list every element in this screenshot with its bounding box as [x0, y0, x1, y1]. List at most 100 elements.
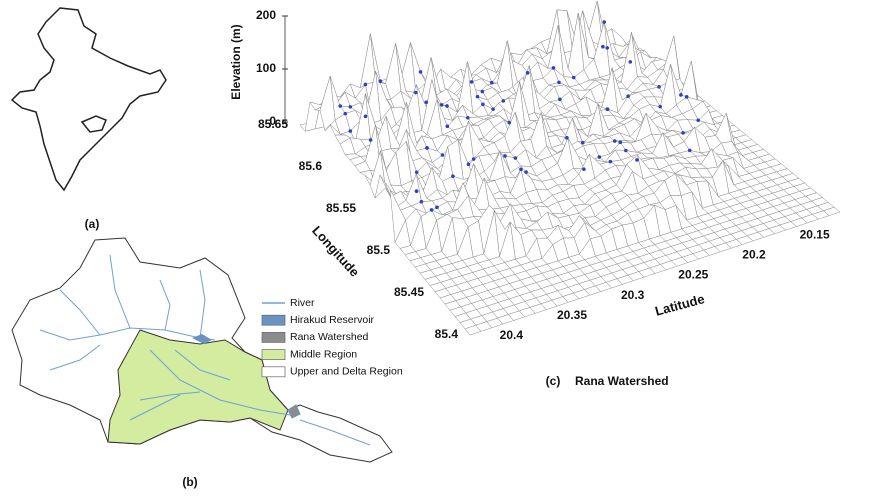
station-point — [571, 75, 576, 80]
axes: 0 100 200 85.65 85.6 85.55 85.5 85.45 85.4 20.4 20… — [256, 8, 830, 342]
station-point — [471, 157, 476, 161]
station-point — [466, 162, 471, 167]
legend-swatch — [261, 332, 286, 343]
legend-label: River — [290, 297, 315, 309]
station-point — [418, 70, 423, 74]
station-point — [582, 167, 586, 171]
station-point — [440, 153, 445, 157]
station-point — [378, 79, 383, 83]
station-point — [696, 118, 701, 123]
station-point — [413, 90, 418, 95]
station-point — [424, 100, 429, 105]
station-point — [368, 138, 373, 142]
z-axis-title: Elevation (m) — [229, 24, 243, 99]
station-point — [605, 107, 610, 112]
x-tick-label: 85.65 — [258, 117, 288, 131]
station-point — [507, 120, 512, 125]
x-axis-title: Longitude — [309, 223, 362, 280]
station-point — [565, 136, 569, 140]
rivers — [39, 254, 371, 446]
x-tick-label: 85.45 — [394, 285, 424, 299]
y-tick-label: 20.2 — [742, 247, 766, 261]
surface-cell — [359, 33, 376, 89]
z-tick-label: 200 — [256, 8, 276, 22]
station-point — [445, 104, 449, 108]
station-point — [635, 158, 639, 162]
panel-label: (b) — [182, 475, 197, 489]
panel-title: Rana Watershed — [575, 374, 669, 388]
station-point — [580, 140, 585, 145]
y-tick-label: 20.35 — [557, 308, 587, 322]
legend-swatch — [261, 314, 286, 326]
station-point — [551, 66, 556, 70]
station-point — [626, 94, 630, 98]
station-point — [451, 174, 455, 179]
station-point — [624, 148, 628, 153]
x-tick-label: 85.4 — [435, 327, 459, 341]
station-point — [558, 97, 562, 102]
station-point — [687, 148, 692, 153]
station-point — [491, 107, 495, 111]
x-tick-label: 85.6 — [299, 159, 323, 173]
middle-region — [107, 329, 289, 445]
y-tick-label: 20.15 — [800, 227, 830, 241]
station-point — [657, 85, 661, 89]
station-point — [513, 156, 518, 160]
station-point — [481, 102, 485, 107]
station-point — [618, 140, 623, 145]
y-tick-label: 20.4 — [500, 328, 524, 342]
legend-label: Middle Region — [290, 348, 357, 360]
station-point — [605, 46, 610, 50]
station-point — [414, 170, 419, 175]
y-tick-label: 20.25 — [678, 268, 708, 282]
basin-outline-small — [80, 115, 107, 133]
station-point — [525, 71, 530, 75]
station-point — [503, 154, 507, 158]
station-point — [338, 104, 343, 108]
legend: River Hirakud Reservoir Rana Watershed Midd… — [261, 297, 403, 378]
station-point — [612, 139, 617, 143]
station-point — [684, 95, 689, 99]
station-point — [679, 93, 683, 97]
z-tick-label: 0 — [269, 114, 276, 128]
station-point — [343, 111, 348, 116]
station-point — [524, 170, 528, 174]
station-point — [658, 104, 662, 109]
station-point — [439, 103, 444, 107]
station-point — [608, 159, 613, 164]
z-tick-label: 100 — [256, 61, 276, 75]
rana-watershed — [287, 404, 301, 419]
station-point — [414, 189, 419, 193]
station-point — [519, 167, 523, 172]
legend-label: Hirakud Reservoir — [290, 314, 375, 326]
legend-swatch — [261, 366, 286, 378]
station-point — [469, 80, 474, 84]
station-point — [628, 60, 633, 64]
station-point — [363, 82, 368, 87]
station-point — [348, 129, 353, 133]
station-point — [602, 20, 607, 24]
x-tick-label: 85.55 — [326, 201, 356, 215]
station-point — [557, 80, 561, 85]
y-axis-title: Latitude — [653, 291, 706, 319]
station-point — [348, 105, 353, 109]
station-point — [425, 146, 429, 150]
elevation-surface — [299, 1, 841, 336]
y-tick-label: 20.3 — [621, 288, 645, 302]
hirakud-reservoir — [192, 334, 212, 344]
station-point — [363, 114, 368, 119]
surface-cell — [464, 324, 482, 336]
station-point — [466, 115, 470, 120]
station-point — [597, 155, 602, 159]
station-point — [601, 44, 605, 49]
x-tick-label: 85.5 — [367, 243, 391, 257]
station-point — [445, 124, 450, 129]
station-point — [489, 80, 494, 85]
station-point — [419, 199, 424, 204]
legend-label: Rana Watershed — [290, 331, 369, 343]
station-point — [480, 89, 485, 94]
panel-label: (c) — [546, 374, 561, 388]
station-point — [475, 94, 480, 99]
station-point — [429, 208, 434, 212]
